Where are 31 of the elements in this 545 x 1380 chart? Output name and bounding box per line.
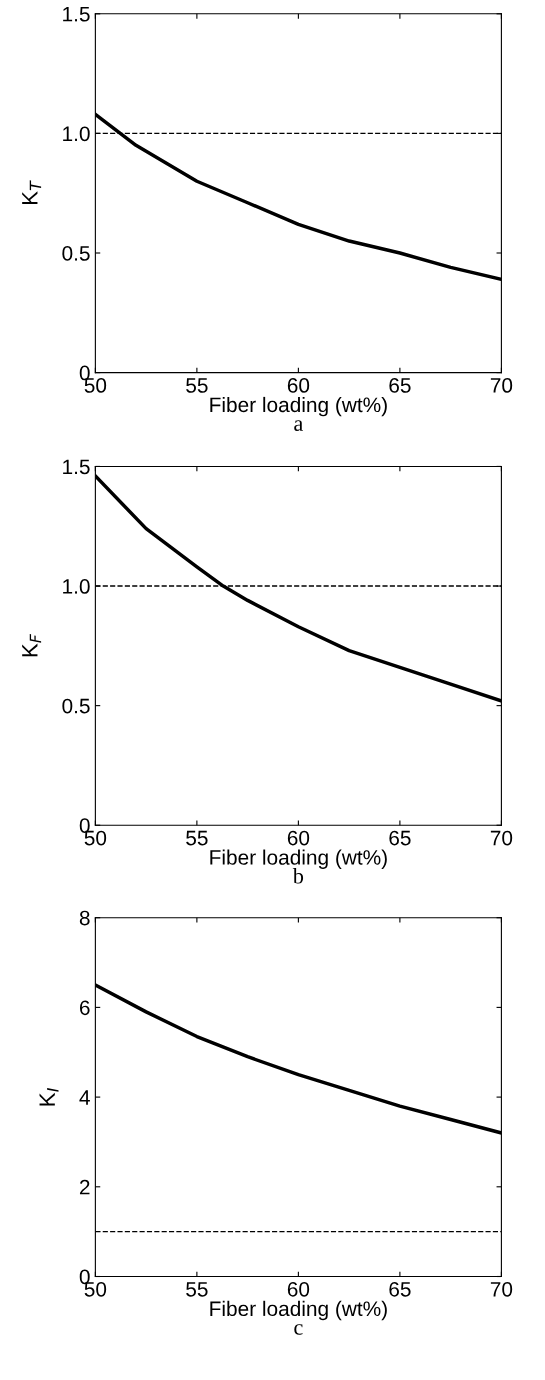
y-tick-label: 1.5 bbox=[63, 7, 90, 22]
x-tick-label: 65 bbox=[389, 1281, 411, 1297]
y-tick-label: 8 bbox=[79, 910, 90, 926]
y-tick-label: 1.5 bbox=[63, 459, 90, 475]
x-axis-title: Fiber loading (wt%) bbox=[210, 1300, 387, 1321]
text: a bbox=[294, 420, 304, 431]
x-tick-label: 55 bbox=[186, 1282, 208, 1297]
x-tick-label: 65 bbox=[389, 378, 411, 393]
x-tick-label: 55 bbox=[186, 830, 208, 846]
text: b bbox=[292, 867, 304, 884]
y-tick-label: 0.5 bbox=[62, 246, 90, 261]
y-tick-label: 2 bbox=[79, 1179, 90, 1195]
y-tick-label: 0.5 bbox=[62, 698, 90, 714]
y-axis-title: K$_{F}$ bbox=[22, 634, 42, 657]
x-tick-label: 65 bbox=[389, 830, 411, 846]
y-tick-label: 6 bbox=[79, 1000, 90, 1016]
x-tick-label: 60 bbox=[287, 1281, 310, 1297]
y-tick-label: 1.0 bbox=[63, 579, 90, 594]
x-tick-label: 60 bbox=[287, 378, 310, 393]
y-axis-title: K$_{I}$ bbox=[39, 1088, 59, 1106]
y-tick-label: 4 bbox=[79, 1090, 90, 1105]
x-axis-title: Fiber loading (wt%) bbox=[210, 849, 387, 869]
x-tick-label: 60 bbox=[287, 830, 310, 846]
x-tick-label: 70 bbox=[490, 830, 513, 846]
text: c bbox=[294, 1324, 303, 1335]
x-tick-label: 70 bbox=[490, 378, 513, 393]
x-tick-label: 70 bbox=[490, 1281, 513, 1297]
x-axis-title: Fiber loading (wt%) bbox=[210, 396, 387, 417]
y-tick-label: 1.0 bbox=[63, 126, 90, 142]
x-tick-label: 55 bbox=[186, 378, 208, 393]
y-axis-title: K$_{T}$ bbox=[22, 180, 42, 205]
